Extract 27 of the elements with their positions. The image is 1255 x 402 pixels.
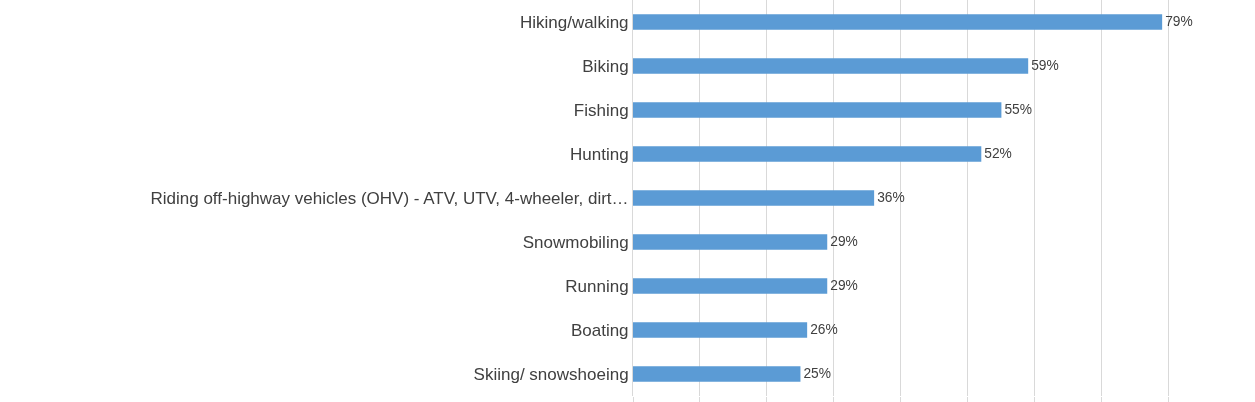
data-label: 29% bbox=[830, 234, 858, 250]
y-tick-label: Skiing/ snowshoeing bbox=[473, 364, 629, 384]
data-label: 55% bbox=[1004, 102, 1032, 118]
data-label: 29% bbox=[830, 278, 858, 294]
data-label: 52% bbox=[984, 146, 1012, 162]
bar bbox=[633, 366, 801, 382]
y-tick-label: Running bbox=[565, 276, 629, 296]
bar bbox=[633, 58, 1029, 74]
bar bbox=[633, 190, 875, 206]
y-tick-label: Hiking/walking bbox=[519, 12, 629, 32]
bar bbox=[633, 322, 808, 338]
y-tick-label: Snowmobiling bbox=[522, 232, 629, 252]
y-tick-label: Boating bbox=[570, 320, 629, 340]
data-label: 26% bbox=[810, 322, 838, 338]
y-tick-label: Fishing bbox=[573, 100, 629, 120]
bar bbox=[633, 278, 828, 294]
bar bbox=[633, 146, 982, 162]
data-label: 36% bbox=[877, 190, 905, 206]
data-label: 79% bbox=[1165, 14, 1193, 30]
y-tick-label: Biking bbox=[582, 56, 629, 76]
bar bbox=[633, 14, 1163, 30]
data-label: 25% bbox=[803, 366, 832, 382]
y-tick-label: Riding off-highway vehicles (OHV) - ATV, UTV, 4-wheeler, dirt… bbox=[150, 188, 629, 208]
y-tick-label: Hunting bbox=[569, 144, 629, 164]
data-label: 59% bbox=[1031, 58, 1059, 74]
bar bbox=[633, 234, 828, 250]
bar bbox=[633, 102, 1002, 118]
